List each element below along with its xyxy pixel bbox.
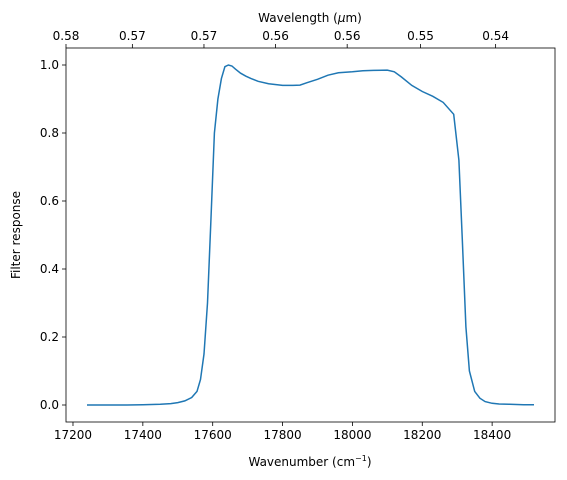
top-tick-label: 0.57 xyxy=(191,29,218,43)
x-axis-label: Wavenumber (cm−1) xyxy=(248,454,371,469)
y-tick-label: 0.0 xyxy=(40,398,59,412)
top-tick-label: 0.57 xyxy=(119,29,146,43)
x-tick-label: 17200 xyxy=(54,428,92,442)
x-tick-label: 18200 xyxy=(403,428,441,442)
y-axis-label: Filter response xyxy=(9,191,23,279)
top-tick-label: 0.56 xyxy=(262,29,289,43)
series-line xyxy=(87,64,534,406)
y-tick-label: 0.2 xyxy=(40,330,59,344)
x-tick-label: 17400 xyxy=(124,428,162,442)
x-tick-label: 18400 xyxy=(473,428,511,442)
y-tick-label: 0.8 xyxy=(40,126,59,140)
y-tick-label: 1.0 xyxy=(40,58,59,72)
ticks-layer: 17200 17400 17600 17800 18000 18200 18400 0.0 0.… xyxy=(40,29,511,442)
top-tick-label: 0.55 xyxy=(407,29,434,43)
x-tick-label: 17800 xyxy=(263,428,301,442)
y-tick-label: 0.4 xyxy=(40,262,59,276)
top-axis-label: Wavelength (μm) xyxy=(258,11,362,25)
top-tick-label: 0.56 xyxy=(334,29,361,43)
plot-frame xyxy=(65,47,556,423)
top-tick-label: 0.58 xyxy=(53,29,80,43)
x-tick-label: 17600 xyxy=(194,428,232,442)
x-tick-label: 18000 xyxy=(333,428,371,442)
top-tick-label: 0.54 xyxy=(482,29,509,43)
y-tick-label: 0.6 xyxy=(40,194,59,208)
